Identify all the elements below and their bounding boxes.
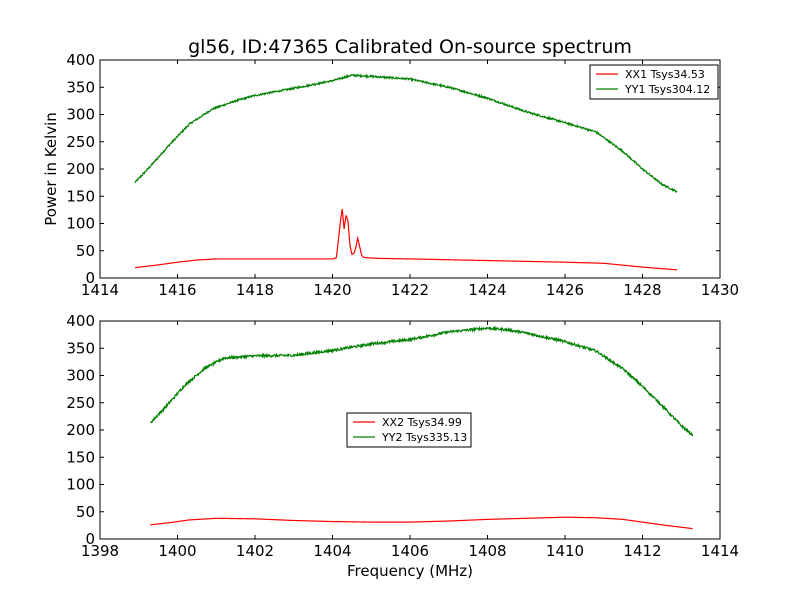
x-tick-label: 1414 [701, 542, 739, 560]
y-tick-label: 50 [76, 503, 95, 521]
x-tick-label: 1406 [391, 542, 429, 560]
legend-label: XX2 Tsys34.99 [382, 416, 462, 429]
x-tick-label: 1422 [391, 281, 429, 299]
y-tick-label: 400 [66, 51, 95, 69]
series-line-yy2 [149, 325, 694, 437]
x-tick-label: 1398 [81, 542, 119, 560]
x-tick-label: 1428 [623, 281, 661, 299]
y-tick-label: 0 [85, 269, 95, 287]
y-tick-label: 300 [66, 367, 95, 385]
x-tick-label: 1420 [313, 281, 351, 299]
legend-label: XX1 Tsys34.53 [625, 68, 705, 81]
series-line-xx2 [150, 516, 693, 530]
y-tick-label: 300 [66, 106, 95, 124]
figure-title: gl56, ID:47365 Calibrated On-source spec… [188, 36, 632, 58]
x-tick-label: 1430 [701, 281, 739, 299]
x-tick-label: 1400 [158, 542, 196, 560]
legend: XX2 Tsys34.99 YY2 Tsys335.13 [346, 412, 472, 448]
y-tick-label: 150 [66, 448, 95, 466]
x-tick-label: 1426 [546, 281, 584, 299]
x-tick-label: 1416 [158, 281, 196, 299]
series-line-yy1 [134, 73, 678, 193]
x-axis-title: Frequency (MHz) [347, 562, 473, 580]
legend-label: YY1 Tsys304.12 [624, 83, 710, 96]
x-tick-label: 1402 [236, 542, 274, 560]
y-tick-label: 50 [76, 242, 95, 260]
x-tick-label: 1412 [623, 542, 661, 560]
x-tick-label: 1418 [236, 281, 274, 299]
y-tick-label: 200 [66, 421, 95, 439]
y-tick-label: 250 [66, 133, 95, 151]
y-axis-title: Power in Kelvin [42, 112, 60, 226]
y-tick-label: 200 [66, 160, 95, 178]
y-tick-label: 150 [66, 187, 95, 205]
top-spectrum-plot: 1414 1416 1418 1420 1422 1424 1426 1428 1430 0 50 1… [42, 51, 739, 299]
y-tick-label: 0 [85, 530, 95, 548]
x-tick-label: 1424 [468, 281, 506, 299]
legend: XX1 Tsys34.53 YY1 Tsys304.12 [589, 64, 719, 100]
y-tick-label: 350 [66, 339, 95, 357]
x-tick-label: 1404 [313, 542, 351, 560]
series-line-xx1 [134, 208, 678, 271]
x-tick-label: 1410 [546, 542, 584, 560]
y-tick-label: 100 [66, 215, 95, 233]
legend-label: YY2 Tsys335.13 [381, 431, 467, 444]
x-tick-label: 1408 [468, 542, 506, 560]
y-tick-label: 350 [66, 78, 95, 96]
bottom-spectrum-plot: 1398 1400 1402 1404 1406 1408 1410 1412 1414 0 50 1… [66, 312, 739, 580]
y-tick-label: 250 [66, 394, 95, 412]
y-tick-label: 400 [66, 312, 95, 330]
x-tick-label: 1414 [81, 281, 119, 299]
y-tick-label: 100 [66, 476, 95, 494]
